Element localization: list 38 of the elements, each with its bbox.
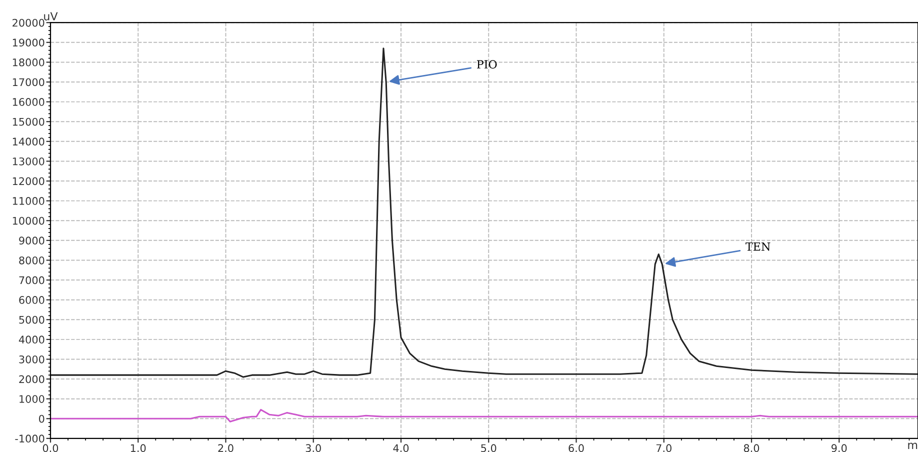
x-tick-label: 0.0: [42, 444, 58, 452]
x-tick-label: 6.0: [568, 444, 584, 452]
x-axis-title: m: [908, 442, 918, 449]
line-series: [50, 408, 918, 422]
y-axis-title: uV: [44, 12, 58, 20]
x-tick-label: 5.0: [481, 444, 496, 452]
y-tick-label: 18000: [12, 58, 44, 66]
y-tick-label: 13000: [12, 157, 44, 166]
y-tick-label: 8000: [19, 256, 44, 264]
x-tick-label: 9.0: [832, 444, 847, 452]
y-tick-label: 6000: [19, 296, 44, 304]
y-tick-label: 7000: [19, 276, 44, 284]
y-tick-label: 2000: [19, 375, 44, 384]
y-tick-label: 0: [38, 414, 44, 423]
y-tick-label: -1000: [15, 434, 44, 443]
line-series: [50, 48, 918, 378]
y-tick-label: 14000: [12, 138, 44, 146]
y-tick-label: 3000: [19, 355, 44, 364]
y-tick-label: 1000: [20, 395, 44, 403]
annotation: TEN: [746, 242, 770, 251]
y-tick-label: 12000: [12, 177, 44, 186]
y-tick-label: 4000: [18, 336, 44, 344]
x-tick-label: 2.0: [218, 444, 234, 452]
y-tick-label: 16000: [12, 98, 44, 106]
y-tick-label: 10000: [12, 216, 44, 225]
x-tick-label: 8.0: [744, 444, 760, 452]
x-tick-label: 7.0: [656, 444, 672, 452]
y-tick-label: 20000: [12, 18, 44, 27]
x-tick-label: 1.0: [130, 444, 146, 452]
y-tick-label: 5000: [19, 316, 44, 324]
y-tick-label: 19000: [12, 38, 44, 47]
y-tick-label: 9000: [19, 236, 44, 245]
x-tick-label: 3.0: [306, 444, 321, 452]
annotation: PIO: [476, 60, 497, 69]
x-tick-label: 4.0: [393, 444, 409, 452]
y-tick-label: 17000: [12, 78, 44, 86]
y-tick-label: 11000: [12, 197, 44, 205]
y-tick-label: 15000: [12, 118, 44, 126]
